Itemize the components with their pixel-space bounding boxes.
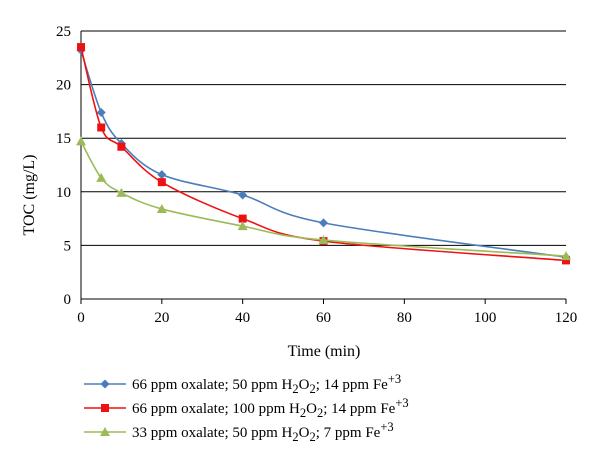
legend-swatch-diamond xyxy=(84,379,126,389)
data-point xyxy=(77,43,85,52)
data-point xyxy=(117,142,126,151)
legend-item: 66 ppm oxalate; 100 ppm H2O2; 14 ppm Fe+… xyxy=(82,396,582,420)
legend-marker xyxy=(100,379,110,389)
x-tick-label: 80 xyxy=(397,310,412,326)
tick-labels: 0 5 10 15 20 25 0 20 40 60 80 100 120 xyxy=(56,24,577,326)
y-axis-label: TOC (mg/L) xyxy=(21,154,38,235)
series-diamond xyxy=(76,45,571,262)
data-point xyxy=(156,203,167,213)
data-point xyxy=(319,218,328,228)
series-triangle xyxy=(76,136,571,261)
y-tick-label: 10 xyxy=(56,185,71,201)
y-tick-label: 5 xyxy=(64,238,72,254)
x-tick-label: 20 xyxy=(154,310,169,326)
x-tick-label: 100 xyxy=(474,310,497,326)
x-tick-label: 0 xyxy=(77,310,85,326)
data-point xyxy=(238,214,247,223)
legend: 66 ppm oxalate; 50 ppm H2O2; 14 ppm Fe+3… xyxy=(82,372,582,444)
series-square xyxy=(77,43,570,265)
data-point xyxy=(96,172,107,182)
legend-marker xyxy=(101,404,109,412)
data-point xyxy=(157,178,166,187)
x-tick-label: 60 xyxy=(316,310,331,326)
data-point xyxy=(96,107,106,117)
data-point xyxy=(561,251,571,261)
y-tick-label: 25 xyxy=(56,24,71,40)
series-line xyxy=(80,46,567,262)
data-point xyxy=(116,187,127,197)
legend-label: 33 ppm oxalate; 50 ppm H2O2; 7 ppm Fe+3 xyxy=(132,419,394,444)
y-tick-label: 15 xyxy=(56,131,71,147)
legend-item: 33 ppm oxalate; 50 ppm H2O2; 7 ppm Fe+3 xyxy=(82,420,582,444)
y-tick-label: 0 xyxy=(64,292,72,308)
legend-swatch-square xyxy=(84,404,126,412)
legend-swatch-triangle xyxy=(84,427,126,436)
y-tick-label: 20 xyxy=(56,78,71,94)
legend-item: 66 ppm oxalate; 50 ppm H2O2; 14 ppm Fe+3 xyxy=(82,372,582,396)
series-layer xyxy=(76,43,571,265)
x-tick-label: 40 xyxy=(235,310,250,326)
axes xyxy=(80,31,567,304)
data-point xyxy=(562,256,570,265)
data-point xyxy=(237,221,248,231)
x-tick-label: 120 xyxy=(555,310,578,326)
legend-marker xyxy=(100,427,110,436)
data-point xyxy=(318,235,329,245)
legend-label: 66 ppm oxalate; 50 ppm H2O2; 14 ppm Fe+3 xyxy=(132,371,402,396)
legend-label: 66 ppm oxalate; 100 ppm H2O2; 14 ppm Fe+… xyxy=(132,395,409,420)
data-point xyxy=(97,123,106,132)
gridlines xyxy=(81,30,566,246)
data-point xyxy=(76,136,86,146)
data-point xyxy=(238,190,248,200)
data-point xyxy=(157,170,167,180)
x-axis-label: Time (min) xyxy=(288,343,361,360)
